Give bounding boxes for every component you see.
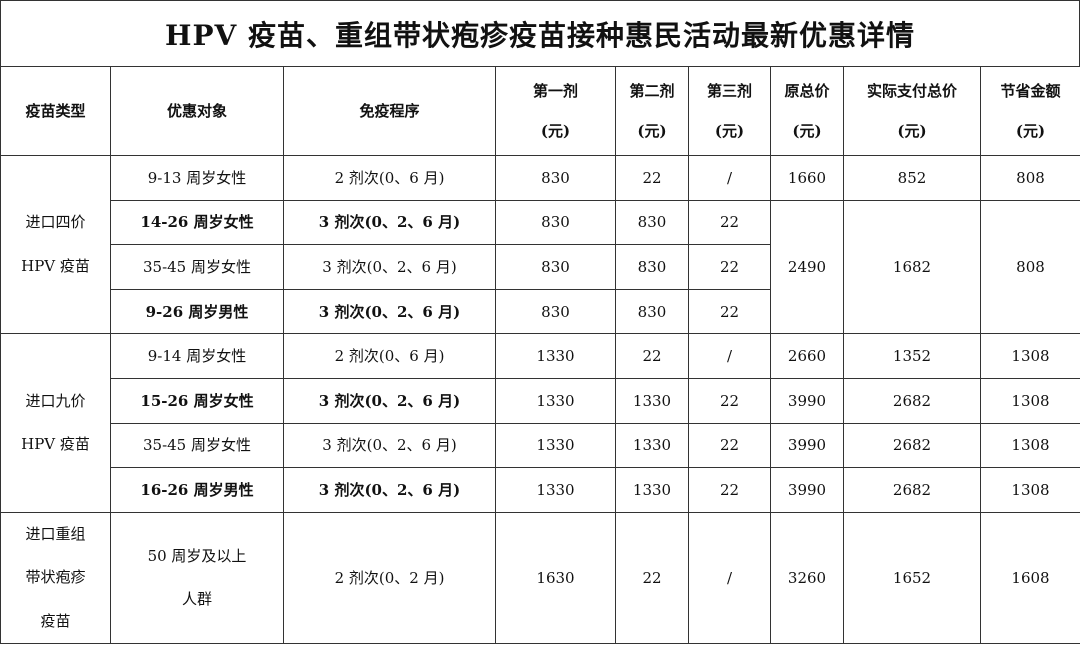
actual-price-cell: 2682 (843, 467, 981, 513)
column-header: 实际支付总价 (元) (843, 66, 981, 156)
column-header: 疫苗类型 (0, 66, 111, 156)
target-group-cell: 9-14 周岁女性 (110, 333, 284, 379)
target-group-cell: 14-26 周岁女性 (110, 199, 284, 246)
saved-amount-cell: 1308 (980, 377, 1080, 424)
dose2-cell: 830 (615, 288, 689, 335)
dose1-cell: 1330 (495, 377, 616, 424)
target-group-cell: 9-26 周岁男性 (110, 288, 284, 335)
column-header: 免疫程序 (283, 66, 496, 156)
schedule-cell: 3 剂次(0、2、6 月) (283, 244, 496, 290)
column-header: 节省金额 (元) (980, 66, 1080, 156)
dose1-cell: 1330 (495, 422, 616, 469)
dose3-cell: 22 (688, 244, 771, 290)
table-row: 进口四价 HPV 疫苗 9-13 周岁女性 2 剂次(0、6 月) 830 22/1660… (0, 154, 1080, 335)
table-row: 进口重组 带状疱疹 疫苗 50 周岁及以上 人群 2 剂次(0、2 月) 1630 22/32… (0, 511, 1080, 645)
original-price-cell: 3990 (770, 377, 844, 424)
dose3-cell: / (688, 333, 771, 379)
saved-amount-cell: 1308 (980, 422, 1080, 469)
schedule-cell: 3 剂次(0、2、6 月) (283, 288, 496, 335)
dose2-cell: 22 (615, 511, 689, 645)
dose3-cell: / (688, 155, 771, 201)
saved-amount-cell: 1308 (980, 333, 1080, 379)
original-price-cell: 2490 (770, 199, 844, 335)
table-row: 进口九价 HPV 疫苗 9-14 周岁女性 2 剂次(0、6 月) 1330 22/266… (0, 333, 1080, 513)
actual-price-cell: 1352 (843, 333, 981, 379)
dose1-cell: 830 (495, 155, 616, 201)
column-header: 原总价 (元) (770, 66, 844, 156)
dose2-cell: 22 (615, 333, 689, 379)
dose3-cell: 22 (688, 199, 771, 246)
target-group-cell: 15-26 周岁女性 (110, 377, 284, 424)
actual-price-cell: 2682 (843, 422, 981, 469)
vaccine-type-cell: 进口重组 带状疱疹 疫苗 (0, 511, 111, 645)
table-row: 35-45 周岁女性 3 剂次(0、2、6 月) 830 830 22 (1, 244, 1080, 290)
column-header: 第二剂 (元) (615, 66, 689, 156)
schedule-cell: 3 剂次(0、2、6 月) (283, 199, 496, 246)
vaccine-type-cell: 进口四价 HPV 疫苗 (0, 154, 111, 335)
table-row: 16-26 周岁男性 3 剂次(0、2、6 月) 1330 1330 22 3990 268… (1, 467, 1080, 513)
target-group-cell: 16-26 周岁男性 (110, 467, 284, 513)
actual-price-cell: 852 (843, 155, 981, 201)
dose1-cell: 830 (495, 244, 616, 290)
column-header: 第一剂 (元) (495, 66, 616, 156)
original-price-cell: 2660 (770, 333, 844, 379)
actual-price-cell: 1652 (843, 511, 981, 645)
page-title: HPV 疫苗、重组带状疱疹疫苗接种惠民活动最新优惠详情 (0, 0, 1080, 66)
actual-price-cell: 1682 (843, 199, 981, 335)
dose2-cell: 830 (615, 244, 689, 290)
dose3-cell: 22 (688, 377, 771, 424)
vaccine-price-table: 疫苗类型 优惠对象 免疫程序 第一剂 (元) 第二剂 (元) 第三剂 (元) 原总价 (元) 实际支付… (0, 66, 1080, 645)
saved-amount-cell: 808 (980, 155, 1080, 201)
target-group-cell: 35-45 周岁女性 (110, 244, 284, 290)
target-group-cell: 35-45 周岁女性 (110, 422, 284, 469)
schedule-cell: 3 剂次(0、2、6 月) (283, 377, 496, 424)
schedule-cell: 2 剂次(0、6 月) (283, 155, 496, 201)
table-row: 9-26 周岁男性 3 剂次(0、2、6 月) 830 830 22 (1, 288, 1080, 335)
original-price-cell: 3260 (770, 511, 844, 645)
dose1-cell: 1630 (495, 511, 616, 645)
dose3-cell: / (688, 511, 771, 645)
saved-amount-cell: 808 (980, 199, 1080, 335)
dose2-cell: 830 (615, 199, 689, 246)
table-header: 疫苗类型 优惠对象 免疫程序 第一剂 (元) 第二剂 (元) 第三剂 (元) 原总价 (元) 实际支付… (0, 66, 1080, 156)
table-row: 35-45 周岁女性 3 剂次(0、2、6 月) 1330 1330 22 3990 268… (1, 422, 1080, 469)
dose2-cell: 1330 (615, 467, 689, 513)
schedule-cell: 2 剂次(0、6 月) (283, 333, 496, 379)
dose3-cell: 22 (688, 288, 771, 335)
table-row: 14-26 周岁女性 3 剂次(0、2、6 月) 830 830 22 2490 1682 8… (1, 199, 1080, 335)
column-header: 优惠对象 (110, 66, 284, 156)
target-group-cell: 9-13 周岁女性 (110, 155, 284, 201)
dose1-cell: 830 (495, 199, 616, 246)
schedule-cell: 3 剂次(0、2、6 月) (283, 467, 496, 513)
schedule-cell: 2 剂次(0、2 月) (283, 511, 496, 645)
original-price-cell: 3990 (770, 467, 844, 513)
table-row: 15-26 周岁女性 3 剂次(0、2、6 月) 1330 1330 22 3990 268… (1, 377, 1080, 424)
dose3-cell: 22 (688, 422, 771, 469)
dose1-cell: 830 (495, 288, 616, 335)
dose2-cell: 1330 (615, 422, 689, 469)
dose1-cell: 1330 (495, 467, 616, 513)
schedule-cell: 3 剂次(0、2、6 月) (283, 422, 496, 469)
column-header: 第三剂 (元) (688, 66, 771, 156)
dose2-cell: 1330 (615, 377, 689, 424)
saved-amount-cell: 1308 (980, 467, 1080, 513)
dose1-cell: 1330 (495, 333, 616, 379)
actual-price-cell: 2682 (843, 377, 981, 424)
original-price-cell: 1660 (770, 155, 844, 201)
vaccine-type-cell: 进口九价 HPV 疫苗 (0, 333, 111, 513)
original-price-cell: 3990 (770, 422, 844, 469)
target-group-cell: 50 周岁及以上 人群 (110, 511, 284, 645)
saved-amount-cell: 1608 (980, 511, 1080, 645)
dose2-cell: 22 (615, 155, 689, 201)
dose3-cell: 22 (688, 467, 771, 513)
